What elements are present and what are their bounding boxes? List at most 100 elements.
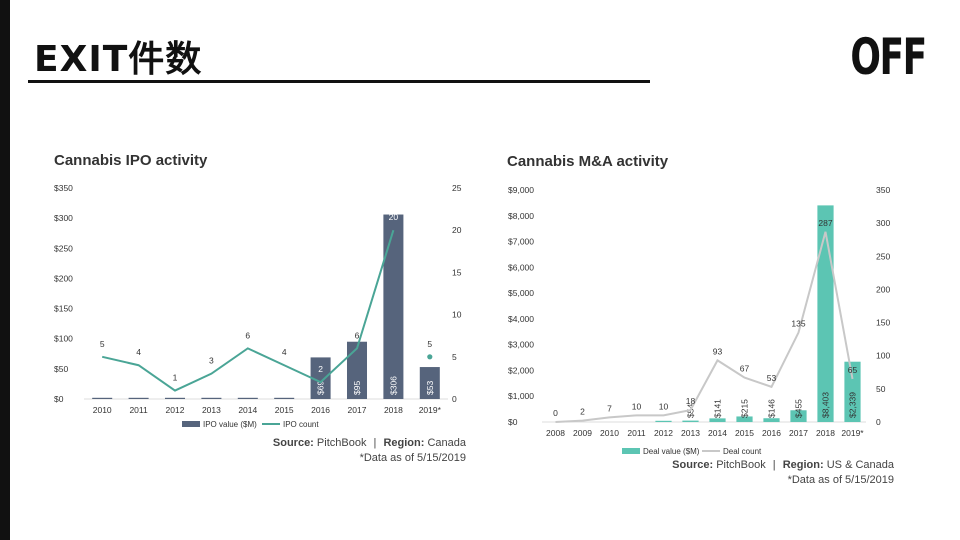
- ma-y-left-tick: $6,000: [508, 262, 534, 272]
- ma-chart-title: Cannabis M&A activity: [507, 153, 669, 170]
- ipo-x-tick: 2012: [166, 405, 185, 415]
- ipo-count-label: 2: [318, 364, 323, 374]
- ma-y-left-tick: $4,000: [508, 314, 534, 324]
- ipo-bar-label: $95: [352, 381, 362, 395]
- ma-count-label: 0: [553, 408, 558, 418]
- ma-bar-label: $2,339: [848, 392, 858, 418]
- ma-source-separator: |: [772, 459, 776, 471]
- ma-y-left-tick: $1,000: [508, 391, 534, 401]
- ma-bar: [682, 420, 699, 422]
- ipo-x-tick: 2017: [348, 405, 367, 415]
- ipo-y-left-tick: $200: [54, 273, 73, 283]
- ipo-x-tick: 2010: [93, 405, 112, 415]
- ma-y-right-tick: 350: [876, 185, 890, 195]
- ma-bar: [790, 410, 807, 422]
- ipo-bar: [201, 397, 222, 399]
- ma-count-label: 7: [607, 403, 612, 413]
- ipo-y-left-tick: $150: [54, 304, 73, 314]
- ma-y-left-tick: $5,000: [508, 288, 534, 298]
- ipo-region-label: Region:: [383, 437, 425, 449]
- ipo-bar: [419, 367, 440, 399]
- ma-region-value: US & Canada: [826, 459, 894, 471]
- ipo-count-point: [427, 354, 433, 360]
- ipo-count-label: 5: [427, 339, 432, 349]
- ma-x-tick: 2010: [600, 428, 619, 438]
- ma-y-left-tick: $0: [508, 417, 518, 427]
- ipo-bar-label: $306: [388, 376, 398, 395]
- ipo-bar: [164, 397, 186, 399]
- ipo-bar: [92, 397, 113, 399]
- ma-source-value: PitchBook: [716, 459, 766, 471]
- ipo-bar: [310, 357, 331, 399]
- ma-x-tick: 2015: [735, 428, 754, 438]
- ipo-x-tick: 2013: [202, 405, 221, 415]
- ipo-x-tick: 2015: [275, 405, 294, 415]
- ma-legend-line-label: Deal count: [723, 447, 762, 456]
- ma-count-line: [555, 231, 854, 423]
- ipo-bar-label: $53: [425, 381, 435, 395]
- ipo-legend-bar-label: IPO value ($M): [203, 420, 257, 429]
- ipo-count-label: 1: [173, 373, 178, 383]
- ipo-y-left-tick: $0: [54, 394, 64, 404]
- ipo-y-right-tick: 5: [452, 352, 457, 362]
- ma-x-tick: 2019*: [841, 428, 864, 438]
- ipo-x-tick: 2018: [384, 405, 403, 415]
- left-edge-strip: [0, 0, 10, 540]
- ma-source: Source: PitchBook | Region: US & Canada: [672, 459, 894, 471]
- ma-x-tick: 2017: [789, 428, 808, 438]
- ma-y-right-tick: 100: [876, 351, 890, 361]
- ma-y-left-tick: $3,000: [508, 340, 534, 350]
- ma-source-label: Source:: [672, 459, 714, 471]
- ma-bar-label: $146: [767, 399, 777, 418]
- ipo-count-label: 3: [209, 356, 214, 366]
- ma-y-right-tick: 300: [876, 218, 890, 228]
- ipo-count-label: 20: [389, 212, 399, 222]
- ipo-bar: [237, 397, 258, 399]
- ipo-y-left-tick: $100: [54, 334, 73, 344]
- ipo-bar: [383, 214, 404, 399]
- ma-x-tick: 2014: [708, 428, 727, 438]
- ma-count-label: 135: [791, 319, 805, 329]
- ipo-bar-label: $69: [316, 381, 326, 395]
- ipo-source-label: Source:: [272, 437, 314, 449]
- ma-x-tick: 2011: [627, 428, 646, 438]
- ipo-source-value: PitchBook: [316, 437, 367, 449]
- ma-count-label: 10: [632, 401, 642, 411]
- ma-bar-label: $141: [713, 399, 723, 418]
- ma-x-tick: 2013: [681, 428, 700, 438]
- ma-y-left-tick: $8,000: [508, 211, 534, 221]
- ipo-y-left-tick: $50: [54, 364, 68, 374]
- ipo-y-right-tick: 25: [452, 183, 462, 193]
- ma-y-right-tick: 200: [876, 284, 890, 294]
- ipo-x-tick: 2019*: [419, 405, 442, 415]
- ipo-count-label: 6: [355, 330, 360, 340]
- ma-y-right-tick: 0: [876, 417, 881, 427]
- ipo-chart: $0$50$100$150$200$250$300$3500510152025$…: [54, 183, 462, 429]
- ma-count-label: 93: [713, 346, 723, 356]
- ma-bar: [736, 416, 753, 422]
- ma-bar-label: $215: [740, 399, 750, 418]
- brand-logo: OFF: [850, 28, 928, 86]
- ipo-y-left-tick: $250: [54, 243, 73, 253]
- ma-bar: [709, 418, 726, 422]
- ma-count-label: 65: [848, 365, 858, 375]
- ipo-y-right-tick: 0: [452, 394, 457, 404]
- ma-count-label: 53: [767, 373, 777, 383]
- ma-bar: [817, 205, 834, 422]
- ma-data-note: *Data as of 5/15/2019: [787, 474, 894, 486]
- ipo-y-right-tick: 10: [452, 310, 462, 320]
- ma-x-tick: 2008: [546, 428, 565, 438]
- ma-count-label: 287: [818, 218, 832, 228]
- ipo-data-note: *Data as of 5/15/2019: [359, 452, 466, 464]
- ma-legend-bar-swatch: [622, 448, 640, 454]
- ipo-y-right-tick: 15: [452, 267, 462, 277]
- ipo-count-label: 5: [100, 339, 105, 349]
- ipo-source: Source: PitchBook | Region: Canada: [273, 437, 466, 449]
- ma-chart: $0 $1,000 $2,000 $3,000 $4,000 $5,000 $6,000 $7…: [508, 185, 890, 456]
- ma-y-right-tick: 250: [876, 251, 890, 261]
- ipo-legend-line-label: IPO count: [283, 420, 319, 429]
- ma-bar: [655, 420, 672, 422]
- ma-bar-label: $455: [794, 399, 804, 418]
- ipo-count-label: 4: [136, 347, 141, 357]
- ma-x-tick: 2018: [816, 428, 835, 438]
